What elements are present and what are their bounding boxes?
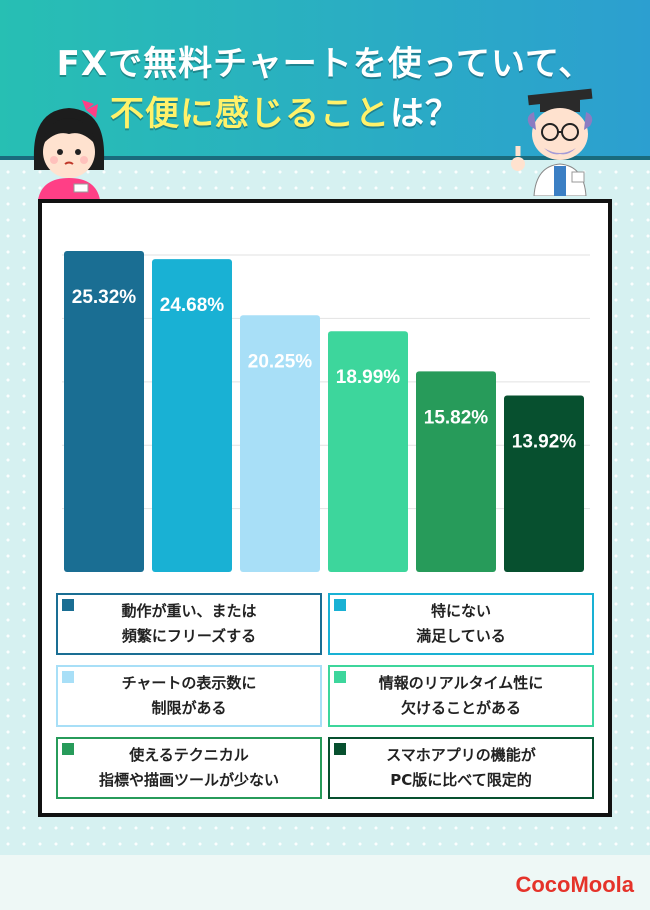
legend-label-3: チャートの表示数に 制限がある: [122, 671, 257, 721]
title-highlight: 不便に感じること: [110, 94, 390, 134]
bar-2: [152, 259, 232, 572]
legend-item-4: 情報のリアルタイム性に 欠けることがある: [328, 665, 594, 727]
legend-item-6: スマホアプリの機能が PC版に比べて限定的: [328, 737, 594, 799]
legend-item-3: チャートの表示数に 制限がある: [56, 665, 322, 727]
legend-label-6-line-1: スマホアプリの機能が: [386, 746, 536, 765]
bar-value-label-1: 25.32%: [72, 287, 137, 308]
bar-chart: 25.32% 24.68% 20.25% 18.99% 15.82% 13.92%: [62, 250, 590, 572]
legend-item-2: 特にない満足している: [328, 593, 594, 655]
legend-label-2: 特にない満足している: [416, 599, 506, 649]
legend-swatch-2: [334, 599, 346, 611]
legend-label-3-line-2: 制限がある: [151, 699, 227, 717]
legend-swatch-3: [62, 671, 74, 683]
girl-character-illustration: [33, 100, 105, 200]
legend-swatch-5: [62, 743, 74, 755]
bar-value-label-4: 18.99%: [336, 367, 401, 388]
legend-swatch-1: [62, 599, 74, 611]
legend-label-1-line-1: 動作が重い、または: [121, 602, 257, 621]
title-line-2: 不便に感じることは？: [110, 86, 460, 135]
legend-item-1: 動作が重い、または 頻繁にフリーズする: [56, 593, 322, 655]
legend-label-5-line-2: 指標や描画ツールが少ない: [98, 771, 279, 789]
title-line-1: FXで無料チャートを使っていて、: [56, 44, 594, 84]
chart-panel: 25.32% 24.68% 20.25% 18.99% 15.82% 13.92% 動作が…: [38, 199, 612, 817]
brand-logo: CocoMoola: [515, 872, 634, 897]
legend-label-2-line-2: 満足している: [416, 627, 506, 645]
bar-value-label-6: 13.92%: [512, 432, 577, 453]
bar-4: [328, 331, 408, 572]
bar-value-label-2: 24.68%: [160, 295, 225, 316]
legend-label-4-line-2: 欠けることがある: [400, 699, 521, 717]
legend-swatch-6: [334, 743, 346, 755]
legend-label-4-line-1: 情報のリアルタイム性に: [378, 674, 544, 693]
professor-character-illustration: [511, 88, 593, 196]
bar-6: [504, 395, 584, 572]
title-rest: は？: [390, 94, 460, 134]
legend-swatch-4: [334, 671, 346, 683]
legend-label-1: 動作が重い、または 頻繁にフリーズする: [121, 599, 256, 649]
legend-label-2-line-1: 特にない: [430, 602, 491, 621]
legend-label-1-line-2: 頻繁にフリーズする: [121, 627, 257, 645]
title-banner: FXで無料チャートを使っていて、 不便に感じることは？: [0, 0, 650, 160]
legend-label-6-line-2: PC版に比べて限定的: [390, 771, 532, 789]
bar-1: [64, 250, 144, 572]
footer-band: [0, 855, 650, 910]
legend-label-6: スマホアプリの機能が PC版に比べて限定的: [386, 743, 536, 793]
legend-label-4: 情報のリアルタイム性に 欠けることがある: [379, 671, 544, 721]
legend-item-5: 使えるテクニカル指標や描画ツールが少ない: [56, 737, 322, 799]
bar-3: [240, 315, 320, 572]
legend-label-5: 使えるテクニカル指標や描画ツールが少ない: [99, 743, 279, 793]
legend-label-5-line-1: 使えるテクニカル: [129, 746, 249, 765]
bar-value-label-5: 15.82%: [424, 407, 489, 428]
bar-5: [416, 371, 496, 572]
legend-label-3-line-1: チャートの表示数に: [121, 674, 257, 693]
bar-value-label-3: 20.25%: [248, 351, 313, 372]
